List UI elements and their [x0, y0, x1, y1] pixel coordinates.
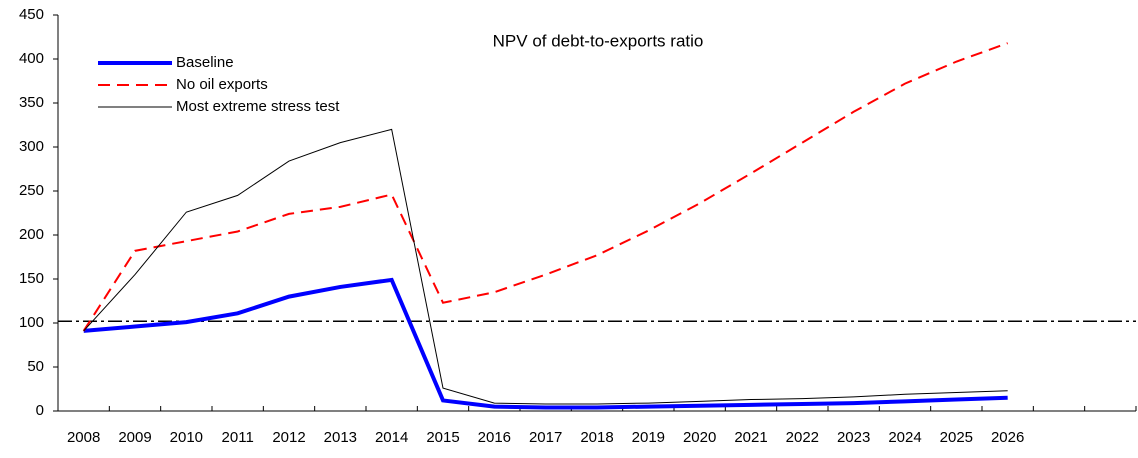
x-tick-label: 2014	[375, 429, 408, 446]
legend-label: Most extreme stress test	[176, 98, 340, 115]
x-tick-label: 2015	[426, 429, 459, 446]
y-tick-label: 450	[19, 6, 44, 23]
y-tick-label: 50	[27, 358, 44, 375]
x-tick-label: 2008	[67, 429, 100, 446]
y-tick-label: 100	[19, 314, 44, 331]
chart-title: NPV of debt-to-exports ratio	[493, 31, 704, 50]
y-tick-label: 300	[19, 138, 44, 155]
x-tick-label: 2021	[734, 429, 767, 446]
x-tick-label: 2011	[222, 429, 254, 446]
x-tick-label: 2013	[324, 429, 357, 446]
x-tick-label: 2016	[478, 429, 511, 446]
y-tick-label: 0	[36, 402, 44, 419]
x-tick-label: 2020	[683, 429, 716, 446]
series-line	[82, 42, 1009, 332]
x-tick-label: 2009	[118, 429, 151, 446]
x-tick-label: 2026	[991, 429, 1024, 446]
x-tick-label: 2025	[940, 429, 973, 446]
y-tick-label: 150	[19, 270, 44, 287]
x-tick-label: 2018	[580, 429, 613, 446]
x-tick-label: 2024	[888, 429, 921, 446]
x-tick-label: 2010	[170, 429, 203, 446]
series-line	[83, 128, 1008, 405]
x-tick-label: 2017	[529, 429, 562, 446]
legend-label: Baseline	[176, 54, 234, 71]
x-tick-label: 2023	[837, 429, 870, 446]
y-tick-label: 350	[19, 94, 44, 111]
y-tick-label: 200	[19, 226, 44, 243]
y-tick-label: 400	[19, 50, 44, 67]
x-tick-label: 2022	[786, 429, 819, 446]
y-tick-label: 250	[19, 182, 44, 199]
legend-label: No oil exports	[176, 76, 268, 93]
x-tick-label: 2012	[272, 429, 305, 446]
x-tick-label: 2019	[632, 429, 665, 446]
series-line	[83, 277, 1008, 410]
